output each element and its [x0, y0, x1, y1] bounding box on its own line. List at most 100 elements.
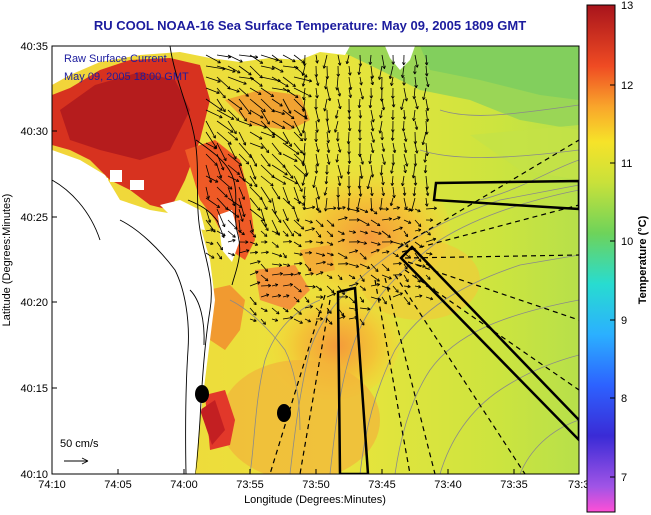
current-vector: [238, 186, 245, 200]
current-vector-head: [232, 234, 236, 238]
current-vector-head: [381, 192, 385, 197]
current-vector: [249, 318, 257, 322]
current-vector-head: [237, 70, 241, 74]
x-tick-label: 73:55: [236, 479, 264, 491]
x-tick-label: 73:50: [302, 479, 330, 491]
current-vector: [425, 207, 437, 210]
current-vector: [249, 98, 266, 113]
current-vector-head: [363, 256, 367, 260]
current-vector: [326, 285, 335, 293]
current-vector-head: [234, 137, 239, 141]
current-vector: [249, 164, 256, 180]
current-vector-head: [381, 181, 385, 186]
current-vector: [260, 263, 269, 272]
current-vector-head: [367, 307, 371, 311]
current-vector: [216, 109, 234, 120]
current-vector-head: [277, 196, 281, 200]
current-vector: [260, 219, 269, 231]
current-vector: [304, 296, 310, 303]
colorbar-tick: 7: [621, 472, 627, 484]
current-vector: [216, 153, 224, 171]
current-vector: [403, 285, 411, 288]
current-vector-head: [232, 69, 236, 73]
current-vector: [325, 197, 328, 212]
current-vector-head: [344, 216, 348, 220]
current-vector: [282, 109, 295, 120]
current-vector-head: [308, 251, 312, 255]
current-vector: [205, 229, 214, 232]
current-vector-head: [285, 83, 289, 88]
current-vector: [411, 197, 416, 212]
current-vector-head: [245, 161, 250, 165]
current-vector-head: [433, 206, 437, 211]
current-vector-head: [256, 281, 261, 285]
current-vector: [249, 241, 258, 246]
current-vector: [425, 120, 428, 135]
current-vector-head: [318, 287, 323, 291]
current-vector: [293, 76, 312, 82]
current-vector: [381, 54, 385, 69]
current-vector-head: [339, 175, 343, 179]
current-vector-head: [266, 121, 270, 125]
current-vector: [227, 98, 243, 110]
current-vector: [304, 241, 313, 243]
current-vector: [370, 120, 374, 132]
current-vector: [337, 274, 343, 281]
current-vector: [326, 293, 336, 298]
current-vector-head: [303, 115, 308, 119]
current-vector: [205, 142, 217, 150]
current-vector: [414, 76, 417, 88]
current-vector-head: [399, 226, 403, 230]
current-vector-head: [264, 240, 268, 244]
current-vector-head: [297, 201, 301, 205]
current-vector: [324, 98, 328, 112]
current-vector-head: [222, 232, 226, 237]
current-vector-head: [298, 289, 302, 293]
current-vector: [315, 208, 322, 213]
current-vector-head: [346, 171, 351, 175]
current-vector: [325, 175, 328, 185]
current-vector-head: [309, 239, 313, 244]
current-vector: [348, 164, 350, 175]
current-vector-head: [292, 58, 296, 63]
current-vector: [403, 208, 412, 211]
current-vector: [359, 175, 361, 189]
y-axis: 40:35 40:30 40:25 40:20 40:15 40:10: [20, 41, 57, 481]
current-vector-head: [391, 129, 395, 133]
colorbar-label: Temperature (°C): [637, 215, 649, 304]
current-vector: [216, 98, 226, 113]
current-vector: [205, 175, 219, 183]
current-vector-head: [357, 104, 362, 109]
current-vector: [271, 307, 280, 315]
current-vector-head: [371, 139, 375, 143]
current-vector-head: [236, 171, 240, 175]
current-vector: [381, 274, 392, 280]
current-vector: [337, 175, 341, 186]
current-vector-head: [265, 250, 269, 255]
current-vector-head: [301, 163, 306, 167]
current-vector-head: [417, 228, 422, 232]
current-vector: [348, 208, 360, 212]
current-vector-head: [389, 202, 394, 207]
current-vector-head: [358, 63, 363, 67]
current-vector: [348, 230, 356, 233]
current-vector: [282, 175, 298, 185]
current-vector-head: [368, 105, 373, 109]
colorbar-tick: 13: [621, 0, 633, 12]
current-vector: [425, 142, 428, 156]
current-vector-head: [228, 141, 232, 145]
current-vector-head: [360, 299, 364, 303]
current-vector-head: [264, 206, 268, 211]
sampling-box-south: [336, 286, 370, 474]
current-vector-head: [315, 95, 319, 99]
current-vector-head: [277, 294, 282, 298]
current-vector: [370, 65, 373, 79]
current-vector-head: [303, 138, 307, 142]
current-vector-head: [279, 272, 283, 276]
current-vector-head: [391, 104, 396, 108]
current-vector-head: [426, 83, 430, 88]
current-vector-head: [356, 240, 360, 244]
current-vector: [381, 263, 390, 271]
current-vector: [293, 153, 305, 164]
current-vector-head: [315, 60, 319, 64]
